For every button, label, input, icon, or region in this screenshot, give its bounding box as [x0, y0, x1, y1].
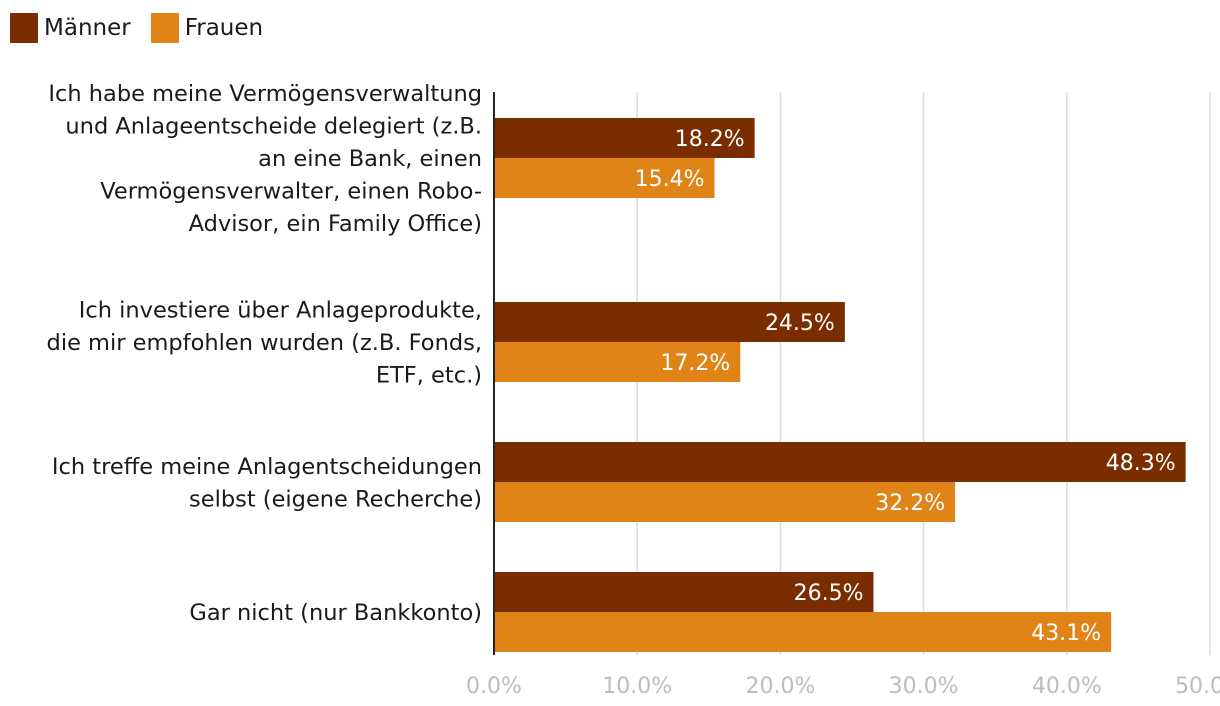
- x-tick-label: 0.0%: [466, 674, 522, 699]
- x-tick-label: 50.0%: [1175, 674, 1220, 699]
- legend-item-maenner: Männer: [10, 13, 131, 43]
- x-tick-label: 30.0%: [889, 674, 959, 699]
- legend-swatch-frauen: [150, 13, 179, 43]
- data-label: 32.2%: [875, 491, 945, 516]
- bar: [494, 612, 1112, 652]
- legend: Männer Frauen: [10, 12, 283, 44]
- data-label: 48.3%: [1106, 451, 1176, 476]
- legend-swatch-maenner: [10, 13, 38, 43]
- x-tick-label: 10.0%: [602, 674, 672, 699]
- category-label: Ich treffe meine Anlagentscheidungen selb…: [52, 454, 482, 513]
- bar: [494, 442, 1186, 482]
- category-label: Gar nicht (nur Bankkonto): [189, 600, 482, 626]
- bar: [494, 118, 755, 158]
- bar: [494, 302, 845, 342]
- data-label: 18.2%: [675, 127, 745, 152]
- bar: [494, 158, 715, 198]
- data-label: 17.2%: [660, 351, 730, 376]
- data-label: 15.4%: [635, 167, 705, 192]
- bar: [494, 572, 874, 612]
- legend-item-frauen: Frauen: [150, 13, 264, 43]
- legend-label-maenner: Männer: [44, 15, 131, 41]
- category-label: Ich investiere über Anlageprodukte, die m…: [47, 298, 482, 389]
- x-tick-label: 20.0%: [745, 674, 815, 699]
- category-label: Ich habe meine Vermögensverwaltung und An…: [48, 81, 482, 237]
- legend-label-frauen: Frauen: [184, 15, 264, 41]
- data-label: 26.5%: [794, 581, 864, 606]
- data-label: 24.5%: [765, 311, 835, 336]
- bar: [494, 482, 956, 522]
- data-label: 43.1%: [1031, 621, 1101, 646]
- x-tick-label: 40.0%: [1032, 674, 1102, 699]
- bar: [494, 342, 741, 382]
